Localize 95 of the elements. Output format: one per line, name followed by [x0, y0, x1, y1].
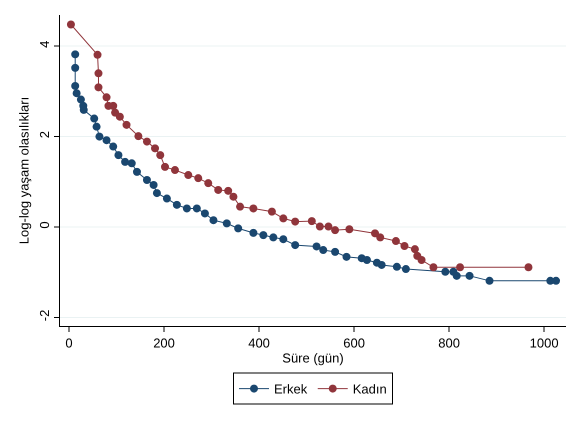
y-tick-label: 2 — [36, 131, 52, 138]
point — [319, 246, 328, 254]
point — [122, 120, 131, 129]
point — [214, 186, 222, 194]
y-axis-title: Log-log yaşam olasılıkları — [16, 96, 32, 244]
point — [71, 82, 80, 90]
y-tick-label: -2 — [36, 310, 52, 322]
point — [552, 276, 560, 285]
point — [109, 142, 118, 151]
point — [142, 138, 151, 146]
point — [209, 216, 218, 224]
point — [194, 174, 202, 182]
point — [268, 208, 276, 216]
point — [291, 218, 300, 226]
point — [102, 93, 111, 102]
point — [161, 162, 169, 171]
point — [132, 168, 141, 176]
point — [331, 248, 340, 256]
x-tick-label: 800 — [438, 336, 460, 351]
point — [524, 263, 532, 272]
point — [200, 209, 209, 218]
point — [94, 50, 102, 59]
point — [71, 50, 80, 58]
y-tick-label: 4 — [36, 40, 52, 48]
point — [72, 89, 81, 98]
point — [95, 132, 104, 141]
x-tick-label: 1000 — [530, 336, 559, 351]
point — [345, 225, 354, 234]
point — [331, 226, 340, 234]
point — [378, 260, 386, 269]
point — [400, 242, 408, 250]
point — [291, 241, 300, 250]
point — [152, 189, 161, 198]
point — [342, 252, 350, 261]
point — [452, 272, 461, 280]
point — [156, 151, 164, 160]
point — [249, 204, 258, 212]
point — [121, 158, 130, 166]
point — [279, 214, 288, 222]
x-tick-label: 400 — [248, 336, 270, 351]
point — [76, 96, 85, 104]
point — [312, 242, 321, 250]
point — [134, 132, 142, 140]
point — [170, 166, 179, 174]
point — [418, 256, 426, 264]
point — [402, 265, 410, 274]
point — [466, 272, 474, 280]
point — [142, 176, 151, 184]
legend-label: Erkek — [274, 382, 308, 397]
point — [392, 262, 401, 271]
x-tick-label: 200 — [153, 336, 175, 351]
point — [229, 192, 238, 201]
point — [71, 64, 80, 72]
point — [456, 263, 464, 272]
point — [92, 122, 101, 131]
y-tick-label: 0 — [36, 221, 52, 229]
legend-label: Kadın — [352, 382, 387, 397]
point — [162, 194, 171, 203]
point — [128, 159, 136, 168]
point — [308, 217, 316, 226]
point — [316, 222, 324, 231]
x-tick-label: 600 — [343, 336, 365, 351]
point — [259, 231, 268, 240]
point — [66, 20, 75, 28]
point — [486, 276, 494, 285]
point — [392, 237, 400, 246]
point — [114, 151, 122, 160]
point — [102, 136, 111, 144]
x-tick-label: 0 — [65, 336, 73, 351]
point — [441, 268, 450, 276]
point — [151, 144, 160, 152]
point — [234, 224, 242, 232]
point — [222, 219, 231, 228]
point — [410, 245, 419, 254]
point — [224, 186, 232, 195]
point — [269, 233, 278, 242]
point — [236, 202, 244, 211]
x-axis-title: Süre (gün) — [282, 350, 344, 366]
point — [376, 233, 384, 242]
point — [94, 83, 102, 92]
point — [362, 256, 371, 264]
point — [324, 222, 332, 231]
point — [279, 235, 288, 244]
point — [182, 204, 191, 212]
point — [150, 180, 158, 189]
point — [204, 179, 212, 188]
point — [116, 112, 124, 121]
point — [371, 229, 379, 238]
point — [249, 228, 258, 237]
point — [172, 200, 181, 209]
point — [192, 204, 201, 212]
point — [429, 263, 438, 272]
point — [184, 171, 192, 180]
point — [94, 69, 102, 78]
point — [90, 114, 98, 123]
